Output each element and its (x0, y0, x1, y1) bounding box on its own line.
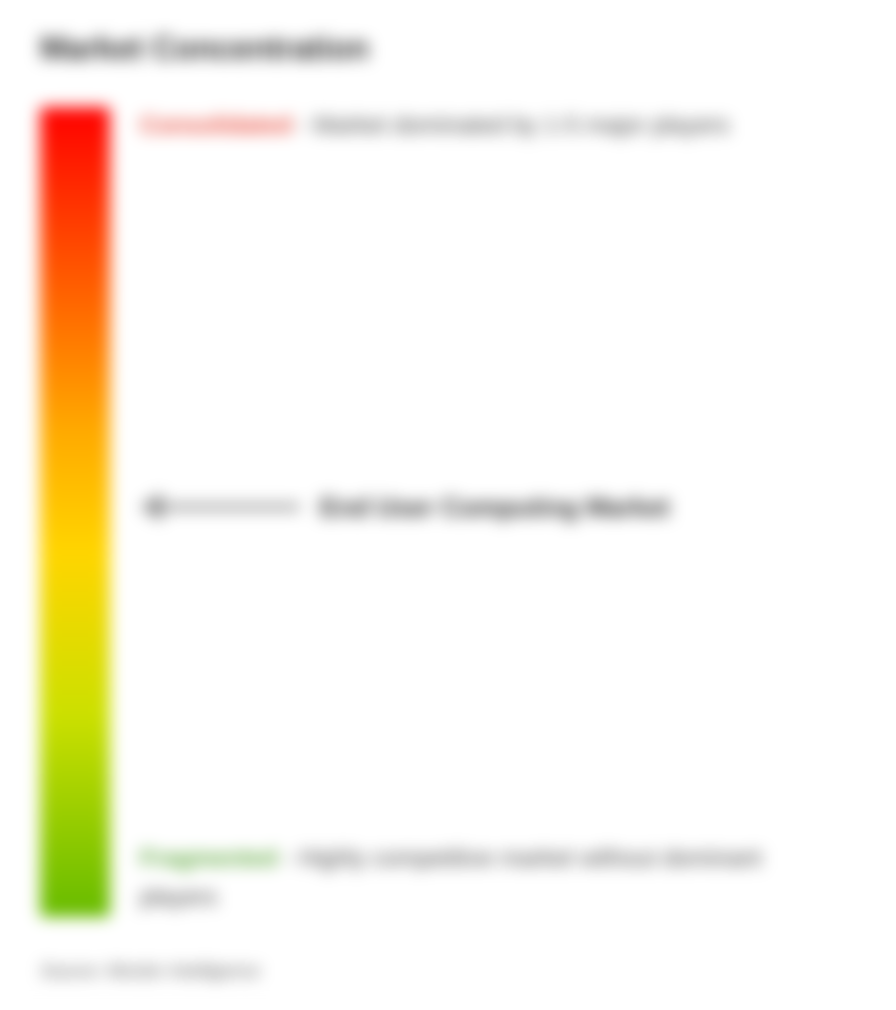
market-pointer: End User Computing Market (140, 487, 670, 527)
consolidated-text: - Market dominated by 1-5 major players (299, 112, 730, 139)
arrow-left-icon (140, 487, 300, 527)
fragmented-label: Fragmented - Highly competitive market w… (140, 840, 836, 917)
market-name: End User Computing Market (320, 492, 670, 523)
source-attribution: Source: Mordor Intelligence (40, 961, 260, 982)
chart-content: Consolidated - Market dominated by 1-5 m… (40, 107, 856, 917)
labels-area: Consolidated - Market dominated by 1-5 m… (140, 107, 856, 917)
chart-title: Market Concentration (40, 30, 856, 67)
concentration-gradient-bar (40, 107, 110, 917)
consolidated-label: Consolidated - Market dominated by 1-5 m… (140, 107, 836, 145)
consolidated-highlight: Consolidated (140, 112, 292, 139)
fragmented-highlight: Fragmented (140, 845, 277, 872)
